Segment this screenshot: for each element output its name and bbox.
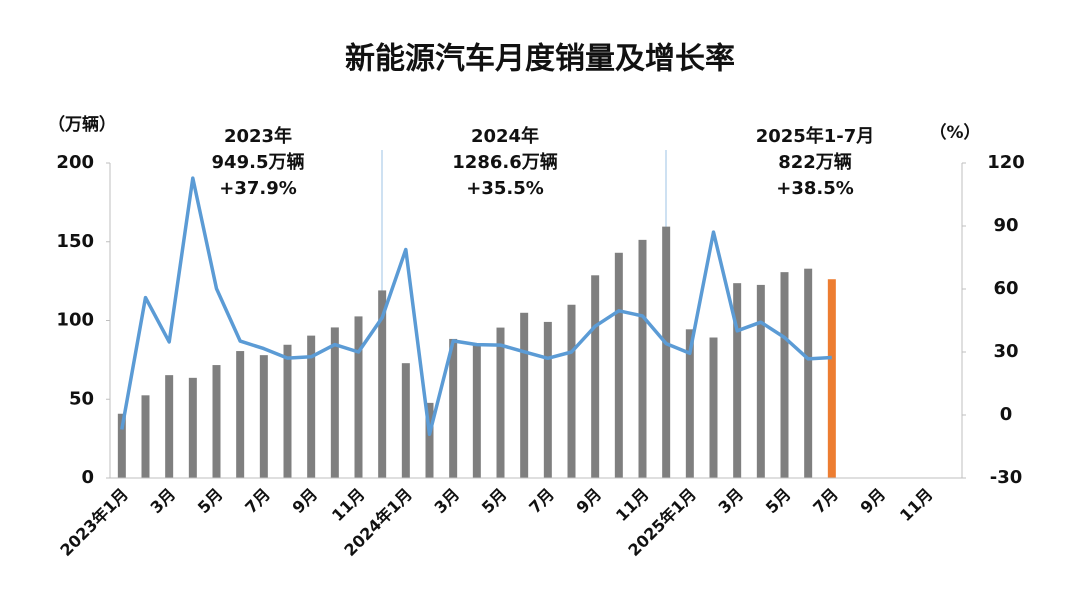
annotation: +38.5% (776, 178, 854, 199)
bar (425, 402, 434, 478)
bar (733, 283, 742, 478)
x-tick-label: 5月 (478, 485, 511, 518)
bar (662, 226, 671, 478)
bar (709, 337, 718, 478)
x-tick-label: 7月 (809, 485, 842, 518)
bar (165, 375, 174, 478)
y2-tick-label: -30 (990, 467, 1023, 488)
bar (283, 344, 292, 478)
x-tick-label: 5月 (762, 485, 795, 518)
bar (804, 268, 813, 478)
y-tick-label: 150 (56, 231, 94, 252)
annotation: 949.5万辆 (212, 151, 305, 173)
bar (496, 327, 505, 478)
x-tick-label: 9月 (857, 485, 890, 518)
bar (141, 395, 150, 478)
y-tick-label: 200 (56, 152, 94, 173)
y2-axis-label: （%） (929, 122, 980, 143)
x-tick-label: 3月 (715, 485, 748, 518)
bar (685, 329, 694, 478)
annotation: 1286.6万辆 (452, 151, 557, 173)
x-tick-label: 2023年1月 (56, 485, 131, 560)
x-tick-label: 7月 (241, 485, 274, 518)
bar (543, 321, 552, 478)
y-tick-label: 0 (81, 467, 94, 488)
bar (520, 312, 529, 478)
y2-tick-label: 0 (1000, 404, 1013, 425)
bar (236, 351, 245, 478)
bar (188, 377, 197, 478)
bar (378, 290, 387, 478)
x-tick-label: 11月 (896, 485, 937, 526)
annotation: 2025年1-7月 (756, 125, 875, 147)
annotation: +35.5% (466, 178, 544, 199)
y2-tick-label: 90 (993, 215, 1018, 236)
line (120, 176, 832, 437)
bar (212, 365, 221, 478)
bar (117, 413, 126, 478)
chart-title: 新能源汽车月度销量及增长率 (345, 42, 735, 77)
bar (401, 363, 410, 478)
bar (472, 344, 481, 478)
annotation: 2024年 (471, 125, 539, 147)
y2-tick-label: 120 (987, 152, 1025, 173)
bar (449, 338, 458, 478)
x-tick-label: 9月 (573, 485, 606, 518)
bar (567, 304, 576, 478)
bar (827, 279, 836, 478)
bar (780, 272, 789, 478)
x-tick-label: 3月 (147, 485, 180, 518)
x-tick-label: 5月 (194, 485, 227, 518)
x-tick-label: 7月 (525, 485, 558, 518)
x-tick-label: 9月 (289, 485, 322, 518)
y2-tick-label: 30 (993, 341, 1018, 362)
x-tick-label: 11月 (328, 485, 369, 526)
bar (614, 252, 623, 478)
bar (330, 327, 339, 478)
y-tick-label: 100 (56, 310, 94, 331)
bar (638, 239, 647, 478)
x-tick-label: 11月 (612, 485, 653, 526)
bar (307, 335, 316, 478)
y2-tick-label: 60 (993, 278, 1018, 299)
y-axis-label: （万辆） (48, 114, 116, 135)
annotation: 822万辆 (778, 151, 852, 173)
annotation: 2023年 (224, 125, 292, 147)
y-tick-label: 50 (69, 388, 94, 409)
annotation: +37.9% (219, 178, 297, 199)
bar (354, 316, 363, 478)
bar (591, 275, 600, 478)
x-tick-label: 3月 (431, 485, 464, 518)
bar (259, 355, 268, 478)
bar (756, 284, 765, 478)
